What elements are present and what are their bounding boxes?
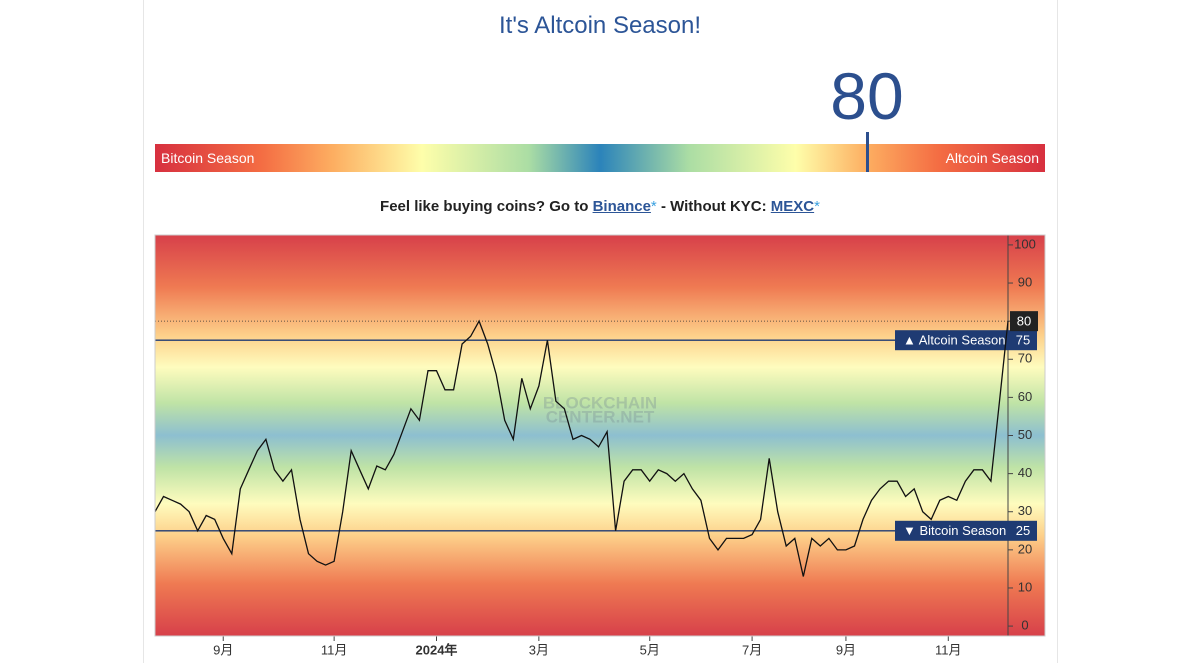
reference-value: 75: [1016, 333, 1030, 348]
plot-border: [154, 234, 1046, 637]
y-tick-label: 60: [1018, 389, 1032, 404]
watermark: CENTER.NET: [546, 407, 655, 426]
x-tick-label: 9月: [836, 642, 856, 657]
y-tick-label: 20: [1018, 541, 1032, 556]
gauge-marker: [865, 132, 869, 172]
y-tick-label: 0: [1021, 618, 1028, 633]
y-tick-label: 90: [1018, 274, 1032, 289]
y-tick-label: 50: [1018, 427, 1032, 442]
y-tick-label: 100: [1014, 236, 1036, 251]
plot-background: [155, 235, 1045, 636]
reference-label: ▲ Altcoin Season: [903, 333, 1005, 348]
watermark: BLOCKCHAIN: [543, 393, 657, 412]
reference-value: 25: [1016, 523, 1030, 538]
page-title: It's Altcoin Season!: [498, 12, 702, 39]
binance-link[interactable]: Binance: [592, 198, 651, 215]
promo-text: Feel like buying coins? Go to: [380, 198, 589, 215]
gauge-left-label: Bitcoin Season: [161, 150, 255, 166]
asterisk: *: [650, 198, 657, 215]
promo-text: - Without KYC:: [660, 198, 767, 215]
asterisk: *: [814, 198, 820, 215]
reference-label: ▼ Bitcoin Season: [903, 523, 1006, 538]
mexc-link[interactable]: MEXC: [770, 198, 815, 215]
x-tick-label: 2024年: [416, 642, 458, 657]
current-value-tag: [1010, 311, 1038, 332]
y-tick-label: 10: [1018, 579, 1032, 594]
current-value-label: 80: [1017, 314, 1031, 329]
y-tick-label: 70: [1018, 351, 1032, 366]
reference-tag: [895, 520, 1037, 541]
gauge-value: 80: [830, 59, 904, 133]
y-tick-label: 30: [1018, 503, 1032, 518]
content-panel: [143, 0, 1058, 663]
x-tick-label: 9月: [213, 642, 233, 657]
x-tick-label: 3月: [529, 642, 549, 657]
x-tick-label: 7月: [742, 642, 762, 657]
promo-line: Feel like buying coins? Go to Binance* -…: [0, 198, 1200, 215]
reference-tag: [895, 330, 1037, 351]
data-line: [154, 319, 1009, 577]
x-tick-label: 11月: [935, 642, 962, 657]
gauge-bar: [155, 144, 1045, 172]
gauge-right-label: Altcoin Season: [945, 150, 1039, 166]
x-tick-label: 11月: [321, 642, 348, 657]
x-tick-label: 5月: [640, 642, 660, 657]
y-tick-label: 40: [1018, 465, 1032, 480]
